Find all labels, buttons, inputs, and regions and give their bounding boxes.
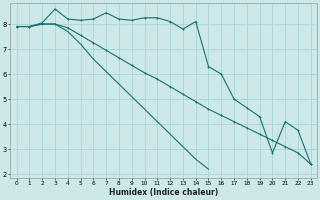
- X-axis label: Humidex (Indice chaleur): Humidex (Indice chaleur): [109, 188, 218, 197]
